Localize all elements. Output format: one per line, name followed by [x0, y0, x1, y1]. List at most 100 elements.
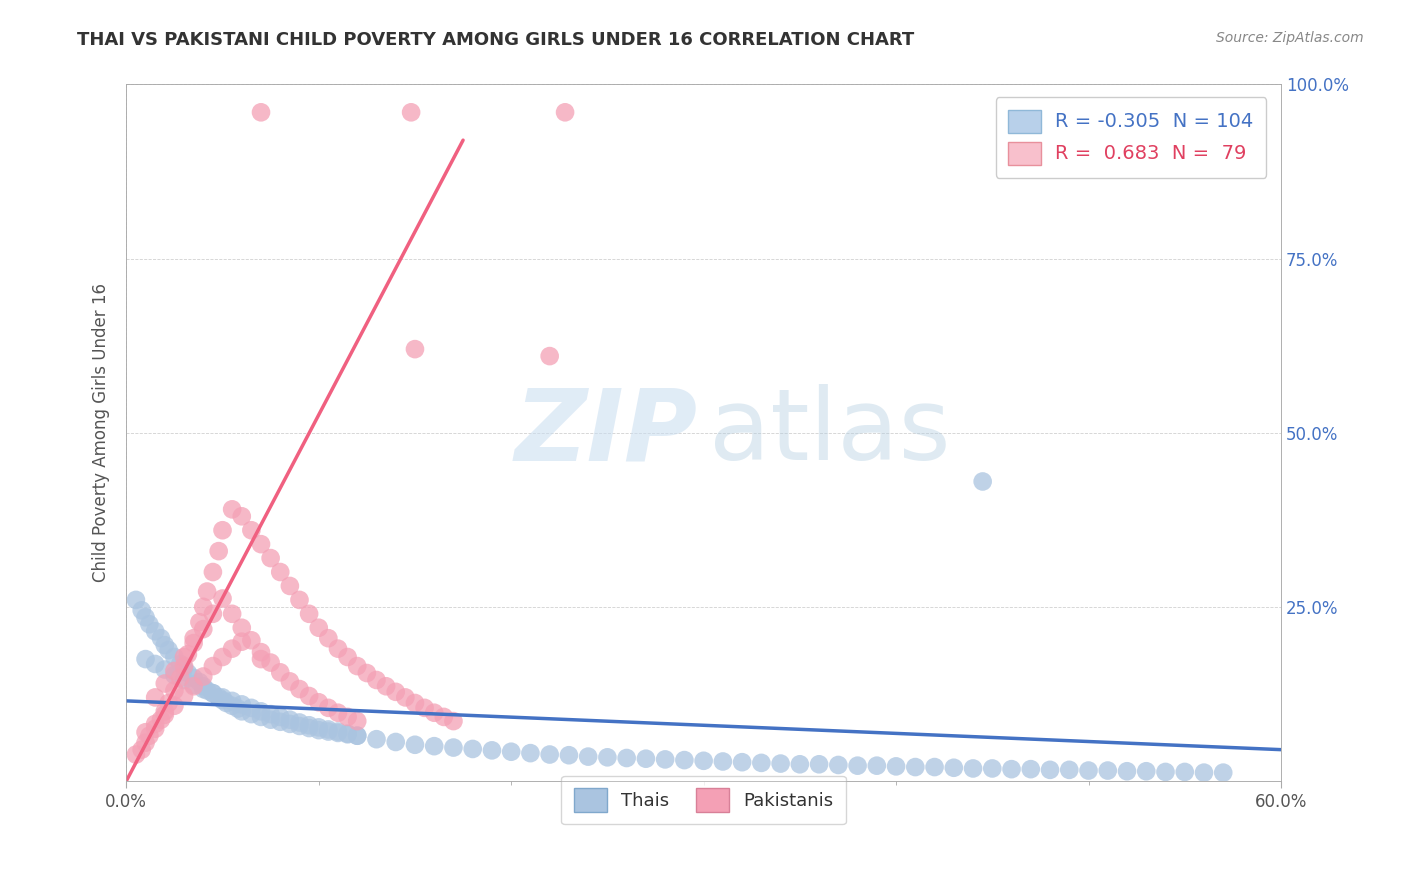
- Point: [231, 621, 253, 635]
- Point: [423, 739, 446, 754]
- Point: [288, 593, 311, 607]
- Point: [827, 758, 849, 772]
- Point: [346, 659, 368, 673]
- Point: [326, 724, 349, 739]
- Text: ZIP: ZIP: [515, 384, 697, 481]
- Point: [195, 584, 218, 599]
- Point: [143, 657, 166, 671]
- Point: [269, 710, 291, 724]
- Point: [201, 686, 224, 700]
- Point: [423, 706, 446, 720]
- Point: [336, 710, 359, 724]
- Point: [250, 105, 273, 120]
- Point: [278, 674, 301, 689]
- Point: [443, 740, 465, 755]
- Point: [183, 678, 205, 692]
- Point: [1154, 764, 1177, 779]
- Point: [153, 676, 176, 690]
- Point: [250, 652, 273, 666]
- Point: [231, 698, 253, 712]
- Point: [288, 681, 311, 696]
- Point: [384, 685, 406, 699]
- Point: [193, 622, 215, 636]
- Point: [336, 727, 359, 741]
- Point: [163, 668, 186, 682]
- Point: [1077, 764, 1099, 778]
- Point: [131, 603, 153, 617]
- Point: [278, 579, 301, 593]
- Point: [169, 657, 191, 671]
- Point: [157, 643, 180, 657]
- Point: [201, 607, 224, 621]
- Point: [1135, 764, 1157, 779]
- Point: [250, 710, 273, 724]
- Point: [1059, 763, 1081, 777]
- Point: [231, 634, 253, 648]
- Point: [183, 631, 205, 645]
- Point: [1019, 762, 1042, 776]
- Point: [924, 760, 946, 774]
- Point: [259, 713, 281, 727]
- Point: [962, 761, 984, 775]
- Point: [193, 669, 215, 683]
- Point: [384, 735, 406, 749]
- Text: THAI VS PAKISTANI CHILD POVERTY AMONG GIRLS UNDER 16 CORRELATION CHART: THAI VS PAKISTANI CHILD POVERTY AMONG GI…: [77, 31, 914, 49]
- Point: [153, 638, 176, 652]
- Point: [177, 647, 200, 661]
- Point: [298, 689, 321, 703]
- Point: [153, 707, 176, 722]
- Point: [125, 593, 148, 607]
- Point: [193, 681, 215, 696]
- Point: [193, 679, 215, 693]
- Point: [404, 342, 426, 356]
- Point: [240, 707, 263, 722]
- Point: [399, 105, 422, 120]
- Point: [1192, 765, 1215, 780]
- Point: [149, 713, 172, 727]
- Point: [558, 748, 581, 763]
- Point: [538, 349, 561, 363]
- Point: [298, 718, 321, 732]
- Point: [221, 698, 243, 713]
- Point: [143, 717, 166, 731]
- Point: [298, 607, 321, 621]
- Point: [866, 758, 889, 772]
- Point: [250, 704, 273, 718]
- Point: [336, 726, 359, 740]
- Point: [195, 683, 218, 698]
- Point: [149, 631, 172, 645]
- Point: [201, 686, 224, 700]
- Point: [201, 565, 224, 579]
- Point: [326, 726, 349, 740]
- Point: [326, 706, 349, 720]
- Point: [346, 714, 368, 728]
- Point: [972, 475, 994, 489]
- Point: [173, 650, 195, 665]
- Point: [1000, 762, 1022, 776]
- Point: [942, 761, 965, 775]
- Point: [278, 713, 301, 727]
- Point: [692, 754, 714, 768]
- Point: [538, 747, 561, 762]
- Point: [596, 750, 619, 764]
- Point: [188, 615, 211, 630]
- Point: [981, 761, 1004, 775]
- Point: [135, 725, 157, 739]
- Point: [183, 636, 205, 650]
- Point: [211, 523, 233, 537]
- Point: [221, 502, 243, 516]
- Point: [346, 729, 368, 743]
- Point: [308, 723, 330, 738]
- Point: [904, 760, 927, 774]
- Text: Source: ZipAtlas.com: Source: ZipAtlas.com: [1216, 31, 1364, 45]
- Point: [751, 756, 773, 770]
- Point: [131, 742, 153, 756]
- Point: [1039, 763, 1062, 777]
- Point: [288, 719, 311, 733]
- Y-axis label: Child Poverty Among Girls Under 16: Child Poverty Among Girls Under 16: [93, 284, 110, 582]
- Point: [240, 523, 263, 537]
- Point: [208, 690, 231, 705]
- Point: [711, 755, 734, 769]
- Point: [211, 591, 233, 606]
- Point: [366, 673, 388, 687]
